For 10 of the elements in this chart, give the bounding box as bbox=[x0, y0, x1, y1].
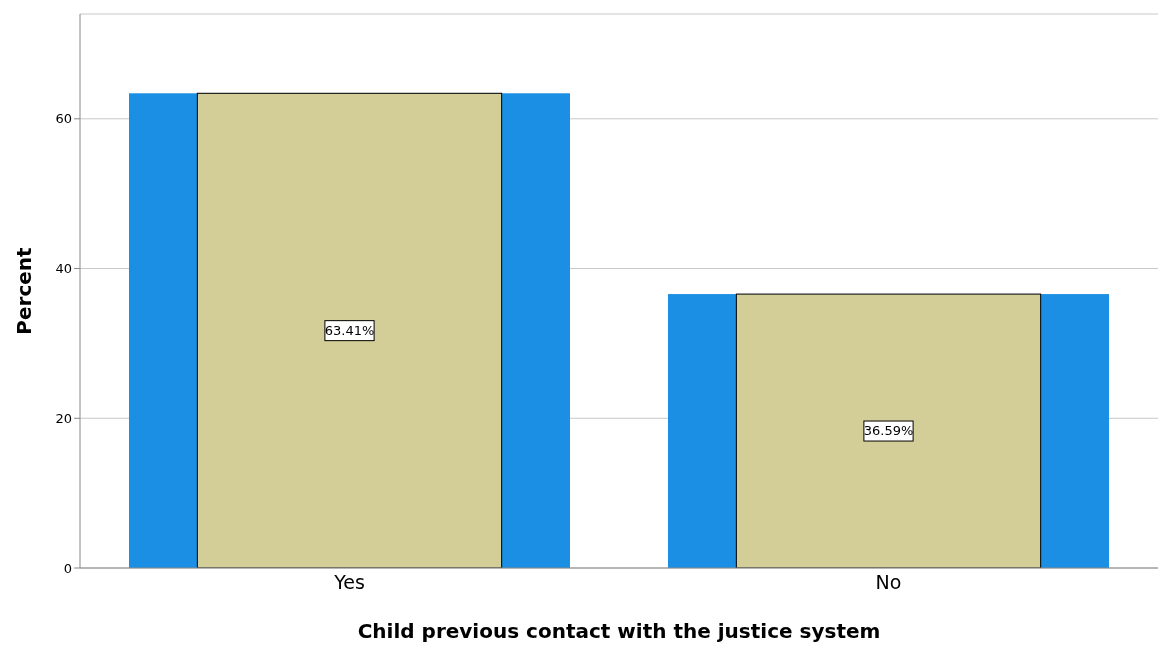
y-axis-title: Percent bbox=[12, 246, 37, 335]
y-tick-label: 20 bbox=[55, 410, 72, 426]
x-tick-label: Yes bbox=[333, 571, 365, 594]
data-label: 36.59% bbox=[863, 423, 914, 439]
x-axis-title: Child previous contact with the justice system bbox=[357, 619, 881, 643]
y-tick-label: 0 bbox=[63, 560, 72, 576]
y-tick-label: 40 bbox=[55, 261, 72, 277]
y-tick-label: 60 bbox=[55, 111, 72, 127]
x-tick-label: No bbox=[875, 571, 902, 594]
data-label: 63.41% bbox=[324, 322, 375, 338]
